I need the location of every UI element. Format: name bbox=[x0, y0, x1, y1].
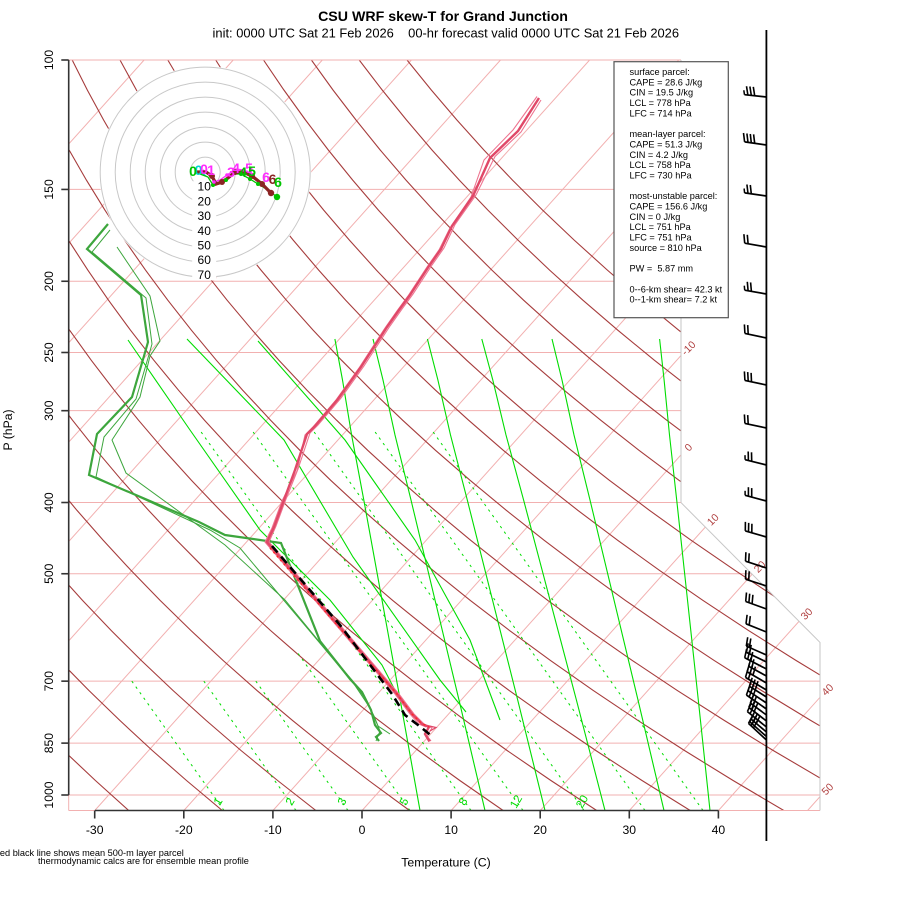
svg-text:init: 0000 UTC Sat 21 Feb 2026: init: 0000 UTC Sat 21 Feb 2026 00-hr for… bbox=[213, 26, 679, 41]
svg-text:850: 850 bbox=[42, 733, 56, 754]
svg-text:10: 10 bbox=[444, 823, 458, 837]
svg-text:30: 30 bbox=[623, 823, 637, 837]
svg-text:CAPE = 51.3 J/kg: CAPE = 51.3 J/kg bbox=[630, 139, 703, 149]
svg-text:Temperature (C): Temperature (C) bbox=[401, 856, 491, 870]
svg-text:0--1-km shear= 7.2 kt: 0--1-km shear= 7.2 kt bbox=[630, 295, 718, 305]
svg-text:6: 6 bbox=[274, 174, 282, 190]
svg-text:most-unstable parcel:: most-unstable parcel: bbox=[630, 191, 718, 201]
svg-text:400: 400 bbox=[42, 492, 56, 513]
svg-text:CIN = 19.5 J/kg: CIN = 19.5 J/kg bbox=[630, 88, 694, 98]
svg-text:-10: -10 bbox=[264, 823, 282, 837]
svg-text:250: 250 bbox=[42, 342, 56, 363]
svg-text:100: 100 bbox=[42, 50, 56, 71]
svg-text:CIN = 0 J/kg: CIN = 0 J/kg bbox=[630, 212, 681, 222]
svg-text:20: 20 bbox=[533, 823, 547, 837]
svg-text:50: 50 bbox=[198, 239, 212, 253]
svg-text:P (hPa): P (hPa) bbox=[1, 409, 15, 450]
svg-text:0: 0 bbox=[359, 823, 366, 837]
svg-text:300: 300 bbox=[42, 400, 56, 421]
svg-text:200: 200 bbox=[42, 271, 56, 292]
svg-text:4: 4 bbox=[239, 164, 247, 180]
svg-text:70: 70 bbox=[198, 268, 212, 282]
svg-text:LFC = 751 hPa: LFC = 751 hPa bbox=[630, 233, 693, 243]
svg-text:0--6-km shear= 42.3 kt: 0--6-km shear= 42.3 kt bbox=[630, 284, 723, 294]
svg-text:surface parcel:: surface parcel: bbox=[630, 67, 690, 77]
svg-text:20: 20 bbox=[198, 194, 212, 208]
svg-text:LCL = 751 hPa: LCL = 751 hPa bbox=[630, 222, 692, 232]
svg-text:500: 500 bbox=[42, 563, 56, 584]
svg-text:CSU WRF skew-T for Grand Junct: CSU WRF skew-T for Grand Junction bbox=[318, 9, 568, 25]
svg-text:thermodynamic calcs are for en: thermodynamic calcs are for ensemble mea… bbox=[38, 856, 249, 866]
svg-text:-30: -30 bbox=[86, 823, 104, 837]
svg-text:PW = 5.87 mm: PW = 5.87 mm bbox=[630, 264, 694, 274]
svg-text:60: 60 bbox=[198, 253, 212, 267]
svg-text:CAPE = 156.6 J/kg: CAPE = 156.6 J/kg bbox=[630, 202, 708, 212]
svg-text:10: 10 bbox=[198, 180, 212, 194]
svg-text:LCL = 758 hPa: LCL = 758 hPa bbox=[630, 160, 692, 170]
svg-text:1000: 1000 bbox=[42, 781, 56, 808]
svg-text:0: 0 bbox=[189, 163, 197, 179]
svg-text:5: 5 bbox=[248, 163, 256, 179]
svg-text:CAPE = 28.6 J/kg: CAPE = 28.6 J/kg bbox=[630, 77, 703, 87]
svg-text:40: 40 bbox=[712, 823, 726, 837]
svg-text:LCL = 778 hPa: LCL = 778 hPa bbox=[630, 98, 692, 108]
svg-text:40: 40 bbox=[198, 224, 212, 238]
svg-text:-20: -20 bbox=[175, 823, 193, 837]
svg-text:CIN = 4.2 J/kg: CIN = 4.2 J/kg bbox=[630, 150, 688, 160]
svg-text:LFC = 730 hPa: LFC = 730 hPa bbox=[630, 171, 693, 181]
svg-text:source = 810 hPa: source = 810 hPa bbox=[630, 243, 703, 253]
svg-text:150: 150 bbox=[42, 179, 56, 200]
svg-text:LFC = 714 hPa: LFC = 714 hPa bbox=[630, 108, 693, 118]
svg-text:mean-layer parcel:: mean-layer parcel: bbox=[630, 129, 706, 139]
svg-text:1: 1 bbox=[207, 162, 215, 178]
svg-text:30: 30 bbox=[198, 209, 212, 223]
svg-text:700: 700 bbox=[42, 671, 56, 692]
